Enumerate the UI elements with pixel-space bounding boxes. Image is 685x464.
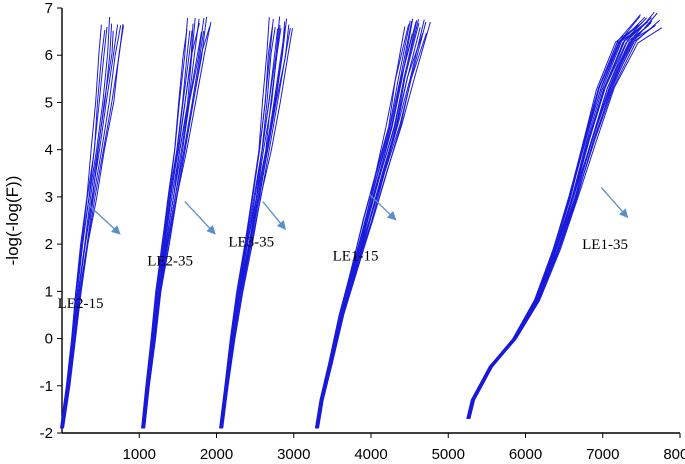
curve-line [466, 24, 645, 419]
x-tick-label: 7000 [586, 446, 619, 463]
arrow-shaft [369, 194, 394, 218]
arrows [87, 187, 629, 235]
x-tick-label: 4000 [354, 446, 387, 463]
arrow-head [111, 225, 121, 235]
arrow-head [276, 220, 287, 230]
arrow-head [206, 225, 216, 235]
curve-line [63, 25, 124, 429]
x-tick-label: 2000 [200, 446, 233, 463]
y-tick-label: 2 [45, 236, 53, 253]
arrow-shaft [262, 201, 284, 227]
arrow-head [386, 211, 397, 221]
group-labels: LE2-15 LE2-35 LE3-35 LE1-15 LE1-35 [58, 234, 628, 311]
y-axis-title: -log(-log(F)) [3, 176, 22, 266]
group-label: LE3-35 [228, 234, 274, 250]
x-tick-label: 5000 [432, 446, 465, 463]
group-label: LE2-35 [147, 253, 193, 269]
arrow-head [618, 208, 629, 219]
y-tick-label: 5 [45, 94, 53, 111]
curve-line [144, 21, 212, 429]
curve-line [60, 24, 102, 429]
x-tick-labels: 1000 2000 3000 4000 5000 6000 7000 8000 [123, 433, 685, 463]
arrow-shaft [87, 203, 118, 232]
curves [60, 11, 663, 429]
curve-line [317, 21, 427, 429]
x-tick-label: 3000 [277, 446, 310, 463]
curve-line [316, 27, 421, 429]
x-tick-label: 1000 [123, 446, 156, 463]
x-tick-label: 8000 [663, 446, 685, 463]
curve-line [143, 31, 202, 429]
y-tick-label: -2 [40, 425, 53, 442]
curve-line [318, 21, 431, 429]
curve-line [143, 26, 211, 429]
y-tick-label: 3 [45, 189, 53, 206]
y-tick-labels: -2 -1 0 1 2 3 4 5 6 7 [40, 0, 62, 442]
curve-line [221, 27, 291, 429]
group-label: LE1-15 [333, 249, 379, 265]
arrow-shaft [600, 187, 626, 215]
y-tick-label: 7 [45, 0, 53, 17]
y-tick-label: 0 [45, 331, 53, 348]
y-tick-label: 6 [45, 47, 53, 64]
curve-line [222, 28, 293, 429]
x-tick-label: 6000 [509, 446, 542, 463]
y-axis-title-group: -log(-log(F)) [3, 176, 22, 266]
curve-line [60, 29, 106, 429]
y-tick-label: -1 [40, 378, 53, 395]
curve-line [62, 24, 119, 429]
curve-line [467, 21, 647, 419]
arrow-shaft [184, 201, 213, 232]
group-label: LE1-35 [582, 237, 628, 253]
y-tick-label: 1 [45, 283, 53, 300]
y-tick-label: 4 [45, 142, 53, 159]
curve-line [141, 30, 191, 429]
curve-line [143, 18, 205, 429]
group-label: LE2-15 [58, 296, 104, 312]
curve-line [469, 27, 663, 419]
